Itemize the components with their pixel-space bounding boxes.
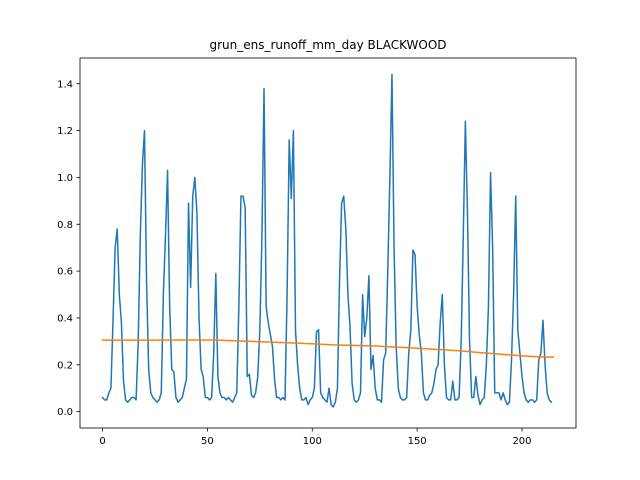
series-line-1 — [101, 73, 553, 408]
y-tick-label: 1.4 — [57, 79, 73, 90]
chart-title: grun_ens_runoff_mm_day BLACKWOOD — [209, 38, 446, 52]
y-tick-label: 0.0 — [57, 407, 73, 418]
y-axis: 0.0 0.2 0.4 0.6 0.8 1.0 1.2 1.4 — [57, 79, 80, 418]
y-tick-label: 0.8 — [57, 220, 73, 231]
x-tick-label: 0 — [99, 436, 105, 447]
series-layer — [101, 73, 555, 408]
y-tick-label: 0.4 — [57, 313, 73, 324]
series-line-2 — [101, 339, 555, 359]
x-tick-label: 200 — [512, 436, 531, 447]
x-tick-label: 100 — [303, 436, 322, 447]
y-tick-label: 0.2 — [57, 360, 73, 371]
y-tick-label: 1.2 — [57, 126, 73, 137]
plot-area-frame — [79, 57, 577, 429]
y-tick-label: 0.6 — [57, 267, 73, 278]
x-axis: 0 50 100 150 200 — [99, 428, 532, 447]
x-tick-label: 50 — [201, 436, 214, 447]
y-tick-label: 1.0 — [57, 173, 73, 184]
x-tick-label: 150 — [408, 436, 427, 447]
